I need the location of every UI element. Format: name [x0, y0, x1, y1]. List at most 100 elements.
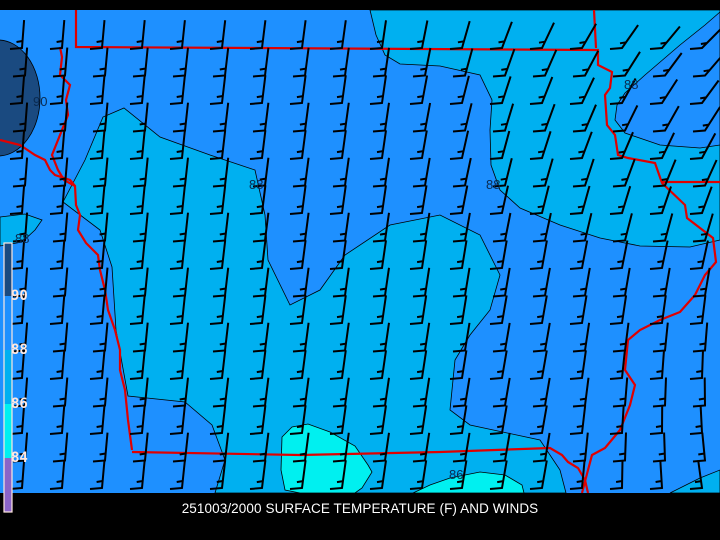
- wind-barb: [129, 460, 146, 490]
- wind-barb: [452, 267, 471, 298]
- wind-barb: [492, 158, 513, 188]
- wind-barb: [409, 460, 428, 490]
- wind-barb: [529, 240, 548, 270]
- wind-barb: [49, 295, 66, 325]
- wind-barb: [249, 405, 267, 435]
- wind-barb: [409, 20, 429, 50]
- contour-label: 88: [15, 231, 29, 246]
- wind-barb: [49, 240, 66, 270]
- wind-barb: [89, 240, 106, 270]
- wind-barb: [569, 185, 591, 215]
- wind-barb: [369, 295, 387, 325]
- border-iowa: [74, 10, 718, 494]
- wind-barb: [492, 267, 511, 298]
- wind-barb: [449, 405, 468, 435]
- wind-barb: [9, 75, 26, 105]
- color-legend: [3, 242, 13, 513]
- temp-region-86-88-west: [0, 213, 43, 247]
- wind-barb: [329, 20, 347, 50]
- wind-barb: [452, 322, 471, 353]
- wind-barb: [569, 23, 597, 50]
- legend-label-88: 88: [11, 342, 28, 358]
- wind-barb: [89, 295, 106, 325]
- wind-barb: [492, 48, 516, 78]
- wind-barb: [609, 185, 632, 215]
- wind-barb: [612, 51, 641, 78]
- wind-barb: [529, 76, 554, 105]
- wind-barb: [489, 130, 511, 160]
- wind-barb: [532, 49, 558, 78]
- wind-barb: [569, 295, 588, 325]
- wind-barb: [9, 405, 26, 435]
- wind-barb: [329, 295, 347, 325]
- legend-swatch-above-90: [4, 243, 12, 296]
- contour-label: 88: [624, 77, 638, 92]
- wind-barb: [449, 295, 468, 325]
- wind-barb: [49, 405, 66, 435]
- wind-barb: [329, 240, 347, 270]
- wind-barb: [652, 377, 667, 408]
- wind-barb: [449, 75, 470, 105]
- wind-barb: [689, 186, 713, 215]
- wind-barb: [489, 76, 512, 105]
- wind-barb: [612, 432, 627, 463]
- wind-barb: [209, 20, 227, 50]
- wind-barb: [9, 130, 26, 160]
- wind-barb: [489, 350, 508, 380]
- wind-barb: [329, 405, 347, 435]
- wind-barb: [169, 130, 186, 160]
- wind-barb: [49, 20, 66, 50]
- wind-barb: [369, 240, 387, 270]
- wind-barb: [569, 77, 595, 105]
- wind-barb: [489, 295, 508, 325]
- wind-barb: [209, 350, 227, 380]
- wind-barb: [129, 295, 146, 325]
- wind-barb: [89, 20, 106, 50]
- wind-barb: [209, 460, 227, 490]
- wind-barb: [452, 377, 471, 408]
- wind-barb: [209, 185, 227, 215]
- wind-barb: [689, 349, 704, 380]
- wind-barb: [129, 75, 146, 105]
- wind-barb: [692, 56, 720, 78]
- wind-barb: [129, 240, 146, 270]
- wind-barb: [329, 130, 347, 160]
- wind-barb: [412, 212, 431, 243]
- wind-barb: [489, 240, 508, 270]
- wind-barb: [692, 377, 707, 408]
- wind-barb: [569, 131, 593, 160]
- temp-region-86-88-central: [62, 107, 567, 494]
- wind-barb: [489, 21, 513, 50]
- wind-barb: [612, 213, 633, 243]
- wind-barb: [249, 75, 267, 105]
- wind-barb: [492, 103, 515, 133]
- wind-barb: [649, 186, 672, 215]
- wind-barb: [169, 20, 186, 50]
- wind-barb: [89, 130, 106, 160]
- wind-barb: [89, 350, 106, 380]
- wind-barb: [289, 240, 307, 270]
- wind-barb: [412, 432, 431, 463]
- map-title: 251003/2000 SURFACE TEMPERATURE (F) AND …: [181, 501, 539, 516]
- wind-barb: [532, 322, 551, 353]
- border-iowa-west: [50, 46, 134, 451]
- wind-barb: [612, 158, 636, 188]
- wind-barb: [412, 157, 431, 188]
- wind-barb: [609, 350, 626, 380]
- wind-barb: [689, 79, 720, 105]
- wind-barb: [9, 185, 26, 215]
- wind-barb: [412, 322, 431, 353]
- wind-barb: [9, 295, 26, 325]
- wind-barb: [129, 130, 146, 160]
- wind-barb: [412, 377, 431, 408]
- wind-barb: [289, 130, 307, 160]
- wind-barb: [492, 212, 512, 243]
- wind-barb: [532, 158, 554, 188]
- wind-barb: [129, 405, 146, 435]
- wind-barb: [649, 132, 676, 160]
- wind-barb: [249, 130, 267, 160]
- wind-barb: [449, 130, 470, 160]
- wind-barb: [649, 350, 665, 380]
- wind-barb: [532, 377, 551, 408]
